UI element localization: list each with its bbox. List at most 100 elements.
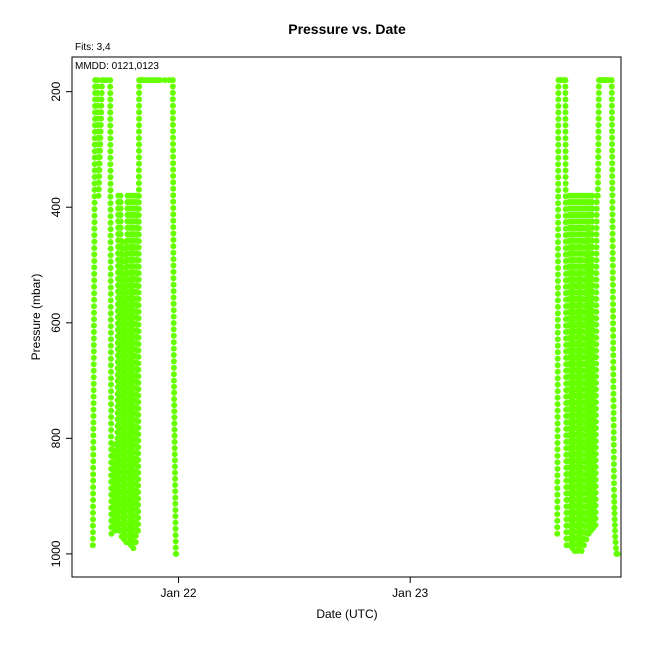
data-point xyxy=(91,251,98,258)
data-point xyxy=(592,425,599,432)
data-point xyxy=(610,358,617,365)
data-point xyxy=(583,536,590,543)
data-point xyxy=(554,511,561,518)
data-point xyxy=(172,500,179,507)
data-point xyxy=(609,256,616,263)
data-point xyxy=(117,231,124,238)
data-point xyxy=(107,141,114,148)
data-point xyxy=(171,383,177,390)
data-point xyxy=(169,115,176,122)
data-point xyxy=(610,473,617,480)
data-point xyxy=(609,121,615,128)
data-point xyxy=(609,262,616,269)
data-point xyxy=(170,288,177,295)
data-point xyxy=(614,550,621,557)
data-point xyxy=(170,249,177,256)
data-point xyxy=(555,271,561,278)
data-point xyxy=(170,275,177,282)
data-point xyxy=(592,476,599,483)
data-point xyxy=(609,141,616,148)
data-point xyxy=(135,244,142,251)
data-point xyxy=(595,109,602,116)
data-point xyxy=(91,238,98,245)
data-point xyxy=(107,83,114,90)
data-point xyxy=(135,353,142,360)
data-point xyxy=(96,154,103,161)
data-point xyxy=(595,122,602,128)
data-point xyxy=(169,77,176,84)
data-point xyxy=(562,148,569,155)
data-point xyxy=(554,401,561,408)
data-point xyxy=(135,308,142,315)
data-point xyxy=(610,371,617,378)
data-point xyxy=(595,83,602,90)
data-point xyxy=(135,321,142,328)
data-point xyxy=(592,502,599,509)
data-point xyxy=(136,135,142,142)
data-point xyxy=(554,303,561,310)
data-point xyxy=(136,128,142,135)
data-point xyxy=(90,477,97,484)
data-point xyxy=(91,309,97,316)
data-point xyxy=(593,289,600,296)
data-point xyxy=(135,379,142,386)
data-point xyxy=(592,509,599,516)
data-point xyxy=(592,515,599,522)
data-point xyxy=(98,96,105,103)
data-point xyxy=(91,212,98,219)
data-point xyxy=(107,290,114,297)
data-point xyxy=(554,375,561,382)
data-point xyxy=(555,180,562,187)
data-point xyxy=(171,396,178,402)
data-point xyxy=(555,161,562,168)
data-point xyxy=(609,224,616,231)
data-point xyxy=(609,173,616,180)
data-point xyxy=(593,347,600,354)
data-point xyxy=(593,315,600,322)
data-point xyxy=(91,264,98,271)
data-point xyxy=(554,440,561,446)
data-point xyxy=(169,83,176,90)
data-point xyxy=(91,303,97,310)
data-point xyxy=(609,217,616,224)
data-point xyxy=(90,458,97,465)
data-point xyxy=(169,109,176,116)
data-point xyxy=(555,239,561,246)
data-point xyxy=(554,498,561,505)
data-point xyxy=(170,352,177,358)
data-point xyxy=(593,231,600,238)
data-point xyxy=(562,77,569,84)
data-point xyxy=(562,174,569,180)
data-point xyxy=(554,297,561,304)
data-point xyxy=(170,160,177,167)
data-point xyxy=(107,154,114,161)
data-point xyxy=(130,545,137,552)
data-point xyxy=(554,368,561,375)
data-point xyxy=(107,167,114,174)
data-point xyxy=(135,399,142,405)
data-point xyxy=(555,83,562,90)
data-point xyxy=(107,174,114,181)
data-point xyxy=(170,358,177,365)
data-point xyxy=(107,96,114,103)
data-point xyxy=(107,349,114,356)
data-point xyxy=(91,206,98,213)
data-point xyxy=(610,352,617,359)
y-tick-label: 800 xyxy=(49,428,63,448)
data-point xyxy=(135,289,142,296)
data-point xyxy=(610,429,617,436)
data-point xyxy=(91,290,98,297)
data-point xyxy=(90,497,97,503)
data-point xyxy=(91,316,97,323)
data-point xyxy=(609,281,616,288)
data-point xyxy=(135,218,142,225)
data-point xyxy=(593,237,600,244)
data-point xyxy=(90,361,97,368)
data-point xyxy=(562,96,569,103)
data-point xyxy=(170,256,177,263)
data-point xyxy=(555,167,562,174)
data-point xyxy=(136,96,143,103)
data-point xyxy=(108,401,114,408)
data-point xyxy=(107,116,114,122)
data-point xyxy=(609,211,616,218)
